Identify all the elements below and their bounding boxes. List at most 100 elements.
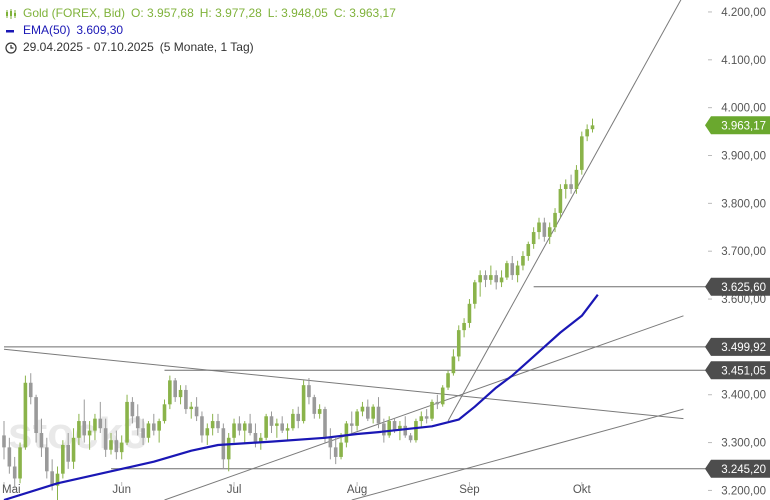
level-price-tag: 3.499,92 xyxy=(705,337,770,356)
candle-body xyxy=(462,322,466,331)
candle-body xyxy=(264,416,268,438)
candle-body xyxy=(12,466,17,479)
legend-ema-label: EMA(50) xyxy=(23,23,71,37)
y-tick-label: 3.900,00 xyxy=(721,151,766,163)
candle-body xyxy=(269,416,274,426)
legend-high: H: 3.977,28 xyxy=(199,6,262,20)
candle-body xyxy=(152,423,156,431)
candle-body xyxy=(585,129,589,137)
level-price-tag-shape xyxy=(705,277,770,296)
x-tick-label: Sep xyxy=(459,484,479,496)
candle-body xyxy=(168,380,172,405)
candle-body xyxy=(521,255,525,266)
candle-body xyxy=(130,401,135,417)
candle-body xyxy=(392,421,397,431)
legend-row-instrument: Gold (FOREX, Bid) O: 3.957,68 H: 3.977,2… xyxy=(5,5,396,22)
level-price-tag: 3.625,60 xyxy=(705,277,770,296)
y-axis: 4.200,00 4.100,00 4.000,00 3.900,00 3.800,00… xyxy=(708,7,766,497)
candle-body xyxy=(200,416,204,436)
y-tick-label: 3.400,00 xyxy=(721,390,766,402)
candle-body xyxy=(366,406,370,419)
candle-body xyxy=(173,380,177,398)
candle-body xyxy=(61,444,65,474)
trendline xyxy=(447,0,682,422)
candle-body xyxy=(515,265,520,276)
candle-body xyxy=(387,421,391,436)
x-tick-label: Jun xyxy=(112,484,131,496)
trendline xyxy=(351,408,684,500)
candle-body xyxy=(312,397,317,414)
candle-body xyxy=(382,423,386,436)
last-price-tag-label: 3.963,17 xyxy=(721,120,766,132)
candle-body xyxy=(505,263,509,278)
candle-body xyxy=(553,212,557,228)
candle-body xyxy=(291,413,295,429)
candle-body xyxy=(355,411,359,426)
candle-body xyxy=(71,437,76,462)
candle-body xyxy=(494,275,498,283)
candle-body xyxy=(66,444,70,462)
candle-body xyxy=(141,428,145,438)
candle-body xyxy=(146,423,151,438)
candle-body xyxy=(499,277,504,283)
ema-line-layer xyxy=(3,294,599,500)
legend-row-range: 29.04.2025 - 07.10.2025 (5 Monate, 1 Tag… xyxy=(5,39,396,56)
candle-body xyxy=(28,382,33,398)
candle-body xyxy=(547,227,552,237)
candle-body xyxy=(569,184,573,189)
legend-close: C: 3.963,17 xyxy=(333,6,396,20)
candle-body xyxy=(456,330,461,357)
candle-body xyxy=(242,423,247,431)
candle-body xyxy=(135,416,140,429)
y-tick-label: 4.100,00 xyxy=(721,55,766,67)
candle-body xyxy=(162,404,167,422)
candle-body xyxy=(7,447,12,467)
candle-body xyxy=(424,416,429,419)
trendline xyxy=(3,348,684,420)
ema-line-icon xyxy=(5,25,17,37)
horizontal-levels xyxy=(4,286,712,470)
x-axis: Mai Jun Jul Aug Sep Okt xyxy=(2,482,592,496)
legend-period: (5 Monate, 1 Tag) xyxy=(159,40,254,54)
level-price-tag: 3.451,05 xyxy=(705,361,770,380)
y-tick-label: 3.700,00 xyxy=(721,246,766,258)
level-price-tag-label: 3.451,05 xyxy=(721,365,766,377)
candle-body xyxy=(280,423,284,431)
x-tick-label: Okt xyxy=(573,484,592,496)
legend-low: L: 3.948,05 xyxy=(267,6,328,20)
candle-body xyxy=(2,435,6,448)
y-tick-label: 3.200,00 xyxy=(721,485,766,497)
candle-body xyxy=(440,387,445,405)
candle-body xyxy=(531,232,536,245)
candle-body xyxy=(248,423,252,434)
candle-body xyxy=(333,447,338,457)
candle-body xyxy=(93,418,97,431)
candle-body xyxy=(398,425,402,431)
legend-date-range: 29.04.2025 - 07.10.2025 xyxy=(23,40,154,54)
ema50-line xyxy=(3,294,599,500)
candle-body xyxy=(157,421,161,431)
candle-body xyxy=(39,433,44,448)
candle-body xyxy=(296,413,301,422)
level-price-tag-shape xyxy=(705,459,770,478)
candle-body xyxy=(103,428,108,450)
candle-body xyxy=(580,136,584,170)
candle-body xyxy=(451,356,456,374)
candle-body xyxy=(109,440,113,450)
candle-body xyxy=(285,428,290,431)
candle-body xyxy=(323,409,327,438)
candle-body xyxy=(210,421,215,429)
price-tags: 3.625,60 3.499,92 3.451,05 3.245,20 3.963,17 xyxy=(705,116,770,478)
candle-body xyxy=(473,282,477,304)
candle-body xyxy=(376,406,381,424)
legend-row-ema: EMA(50) 3.609,30 xyxy=(5,22,396,39)
candle-body xyxy=(435,401,440,405)
candle-body xyxy=(194,406,199,417)
legend-open: O: 3.957,68 xyxy=(131,6,194,20)
candle-body xyxy=(189,406,194,410)
level-price-tag-shape xyxy=(705,337,770,356)
candle-body xyxy=(301,385,306,422)
candle-body xyxy=(403,425,408,436)
candle-body xyxy=(307,385,311,398)
